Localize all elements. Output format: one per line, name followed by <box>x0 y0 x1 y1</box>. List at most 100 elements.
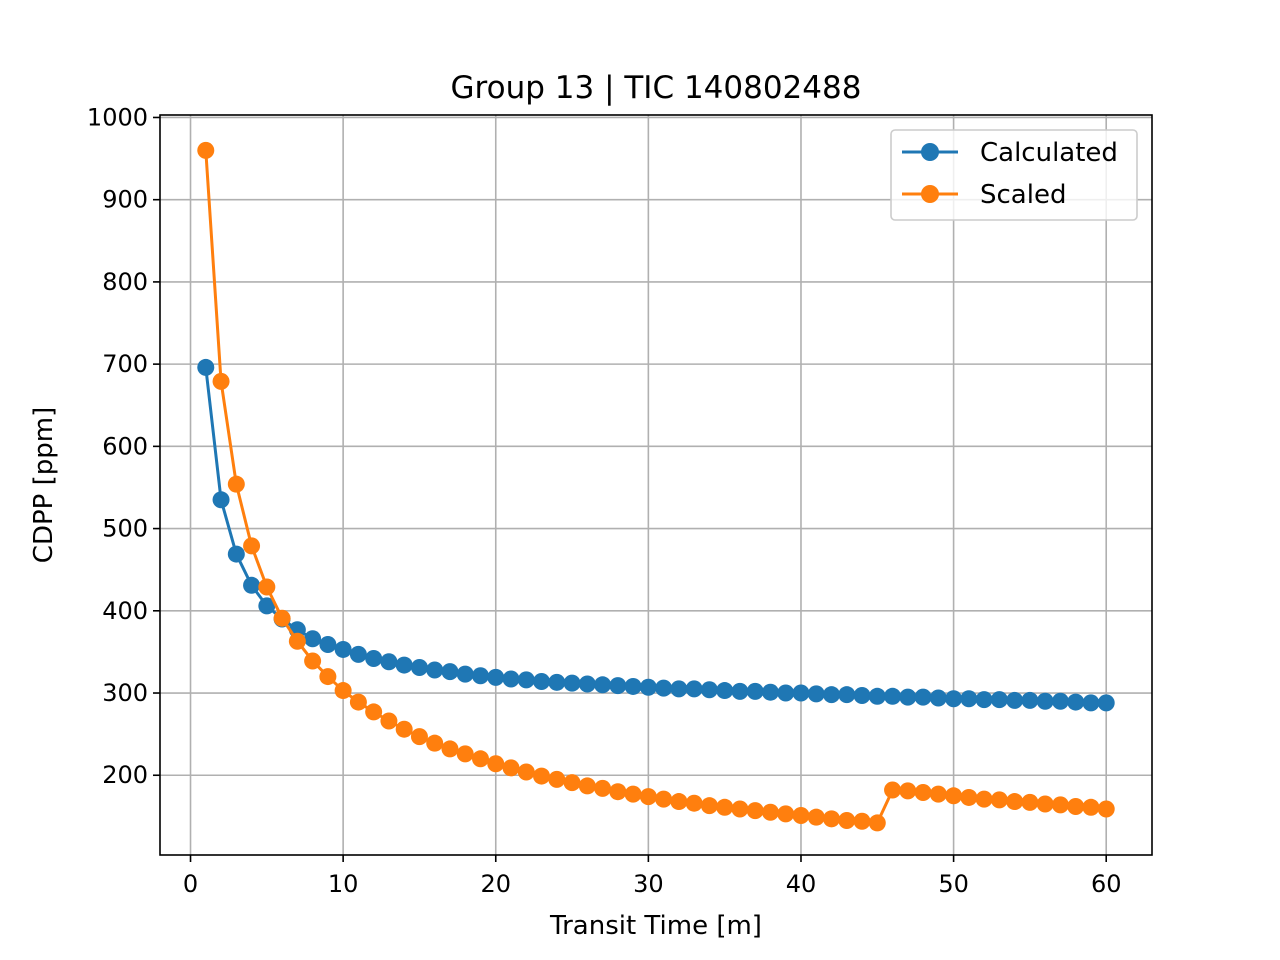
data-point-calculated <box>609 677 627 695</box>
data-point-scaled <box>1097 800 1115 818</box>
data-point-calculated <box>639 678 657 696</box>
data-point-calculated <box>838 686 856 704</box>
data-point-calculated <box>212 491 230 509</box>
data-point-calculated <box>334 640 352 658</box>
legend-marker-calculated <box>921 143 939 161</box>
data-point-scaled <box>960 788 978 806</box>
data-point-scaled <box>517 763 535 781</box>
data-point-calculated <box>349 645 367 663</box>
data-point-scaled <box>1082 798 1100 816</box>
data-point-scaled <box>1021 793 1039 811</box>
data-point-scaled <box>639 788 657 806</box>
data-point-calculated <box>1021 691 1039 709</box>
data-point-calculated <box>487 668 505 686</box>
data-point-scaled <box>380 712 398 730</box>
y-tick-label: 700 <box>102 350 148 378</box>
data-point-calculated <box>685 680 703 698</box>
ticks: 0 10 20 30 40 50 60 200 300 400 500 600 700 800 900 100… <box>87 103 1122 898</box>
data-point-calculated <box>716 682 734 700</box>
data-point-calculated <box>731 682 749 700</box>
x-tick-label: 60 <box>1091 870 1122 898</box>
data-point-calculated <box>792 684 810 702</box>
data-point-scaled <box>655 790 673 808</box>
data-point-scaled <box>624 785 642 803</box>
data-point-calculated <box>533 673 551 691</box>
data-point-scaled <box>990 791 1008 809</box>
y-tick-label: 500 <box>102 515 148 543</box>
data-point-scaled <box>227 475 245 493</box>
data-point-calculated <box>670 680 688 698</box>
data-point-scaled <box>471 750 489 768</box>
data-point-scaled <box>945 787 963 805</box>
data-point-scaled <box>975 790 993 808</box>
data-point-calculated <box>868 687 886 705</box>
data-point-scaled <box>349 693 367 711</box>
data-point-scaled <box>563 774 581 792</box>
data-point-scaled <box>319 668 337 686</box>
data-point-scaled <box>1051 796 1069 814</box>
data-point-calculated <box>990 691 1008 709</box>
data-point-scaled <box>334 682 352 700</box>
x-tick-label: 30 <box>633 870 664 898</box>
data-point-calculated <box>319 636 337 654</box>
data-point-calculated <box>960 690 978 708</box>
data-point-calculated <box>899 688 917 706</box>
data-point-scaled <box>243 537 261 555</box>
data-point-calculated <box>853 686 871 704</box>
data-point-calculated <box>441 663 459 681</box>
series-layer <box>197 141 1115 832</box>
data-point-calculated <box>471 667 489 685</box>
data-point-calculated <box>1067 693 1085 711</box>
data-point-calculated <box>197 358 215 376</box>
data-point-calculated <box>700 681 718 699</box>
data-point-calculated <box>548 673 566 691</box>
data-point-scaled <box>899 782 917 800</box>
x-axis-label: Transit Time [m] <box>549 911 762 941</box>
data-point-calculated <box>1082 694 1100 712</box>
data-point-scaled <box>731 800 749 818</box>
data-point-scaled <box>487 755 505 773</box>
data-point-calculated <box>975 691 993 709</box>
data-point-scaled <box>304 652 322 670</box>
data-point-calculated <box>456 665 474 683</box>
x-tick-label: 40 <box>786 870 817 898</box>
data-point-calculated <box>761 683 779 701</box>
data-point-scaled <box>929 785 947 803</box>
data-point-scaled <box>792 807 810 825</box>
data-point-scaled <box>823 810 841 828</box>
data-point-scaled <box>258 578 276 596</box>
data-point-calculated <box>807 685 825 703</box>
data-point-calculated <box>914 688 932 706</box>
data-point-scaled <box>288 632 306 650</box>
data-point-scaled <box>578 777 596 795</box>
data-point-scaled <box>212 372 230 390</box>
data-point-scaled <box>853 812 871 830</box>
series-calculated <box>197 358 1115 712</box>
data-point-calculated <box>1051 692 1069 710</box>
data-point-scaled <box>685 794 703 812</box>
data-point-scaled <box>594 779 612 797</box>
data-point-calculated <box>380 653 398 671</box>
chart-title: Group 13 | TIC 140802488 <box>451 70 862 106</box>
data-point-calculated <box>929 689 947 707</box>
data-point-calculated <box>365 649 383 667</box>
data-point-scaled <box>365 703 383 721</box>
data-point-calculated <box>563 674 581 692</box>
data-point-scaled <box>1036 795 1054 813</box>
data-point-calculated <box>1036 692 1054 710</box>
data-point-calculated <box>777 684 795 702</box>
y-tick-label: 800 <box>102 268 148 296</box>
data-point-scaled <box>777 805 795 823</box>
x-tick-label: 0 <box>183 870 198 898</box>
data-point-scaled <box>548 770 566 788</box>
y-axis-label: CDPP [ppm] <box>29 407 59 563</box>
data-point-scaled <box>1006 793 1024 811</box>
data-point-calculated <box>746 682 764 700</box>
data-point-calculated <box>304 630 322 648</box>
data-point-scaled <box>456 745 474 763</box>
data-point-calculated <box>578 675 596 693</box>
legend-marker-scaled <box>921 185 939 203</box>
data-point-scaled <box>761 803 779 821</box>
data-point-scaled <box>670 793 688 811</box>
